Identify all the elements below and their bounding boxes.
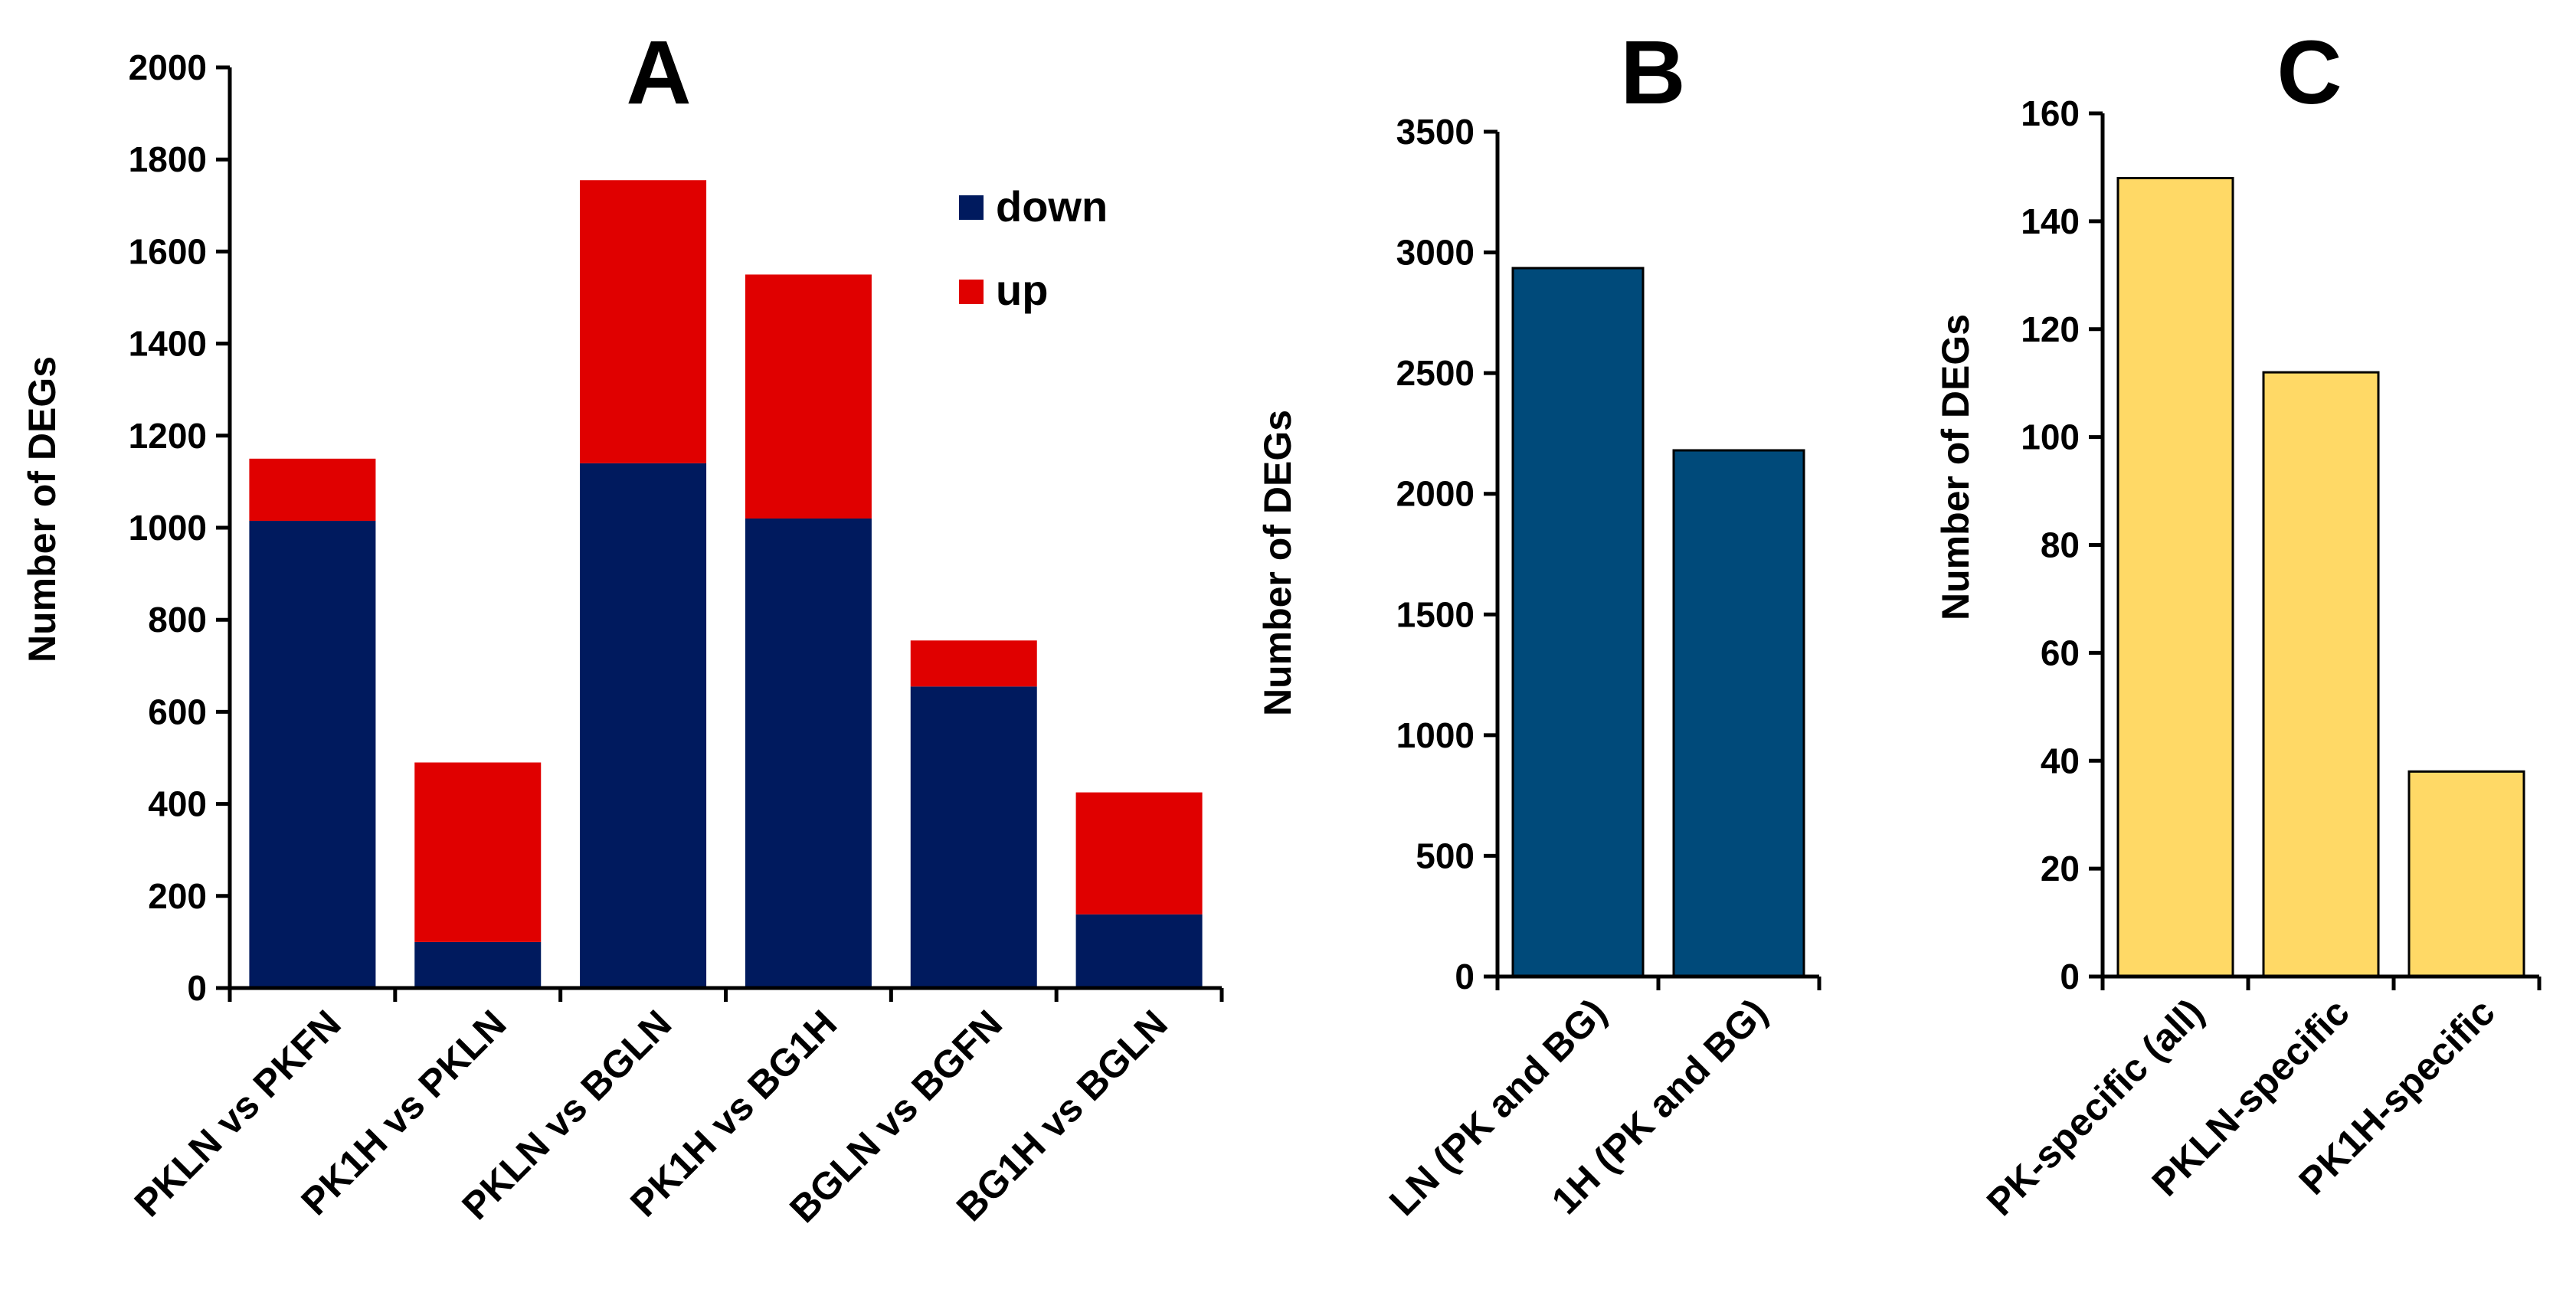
- panel-c-letter: C: [2277, 22, 2342, 123]
- panel-a-y-tick-label-1600: 1600: [129, 231, 207, 271]
- panel-a-bar-down-6: [1075, 914, 1203, 988]
- panel-a-y-tick-label-2000: 2000: [129, 47, 207, 87]
- panel-c-bar-2: [2262, 371, 2380, 978]
- panel-a-bar-up-5: [910, 640, 1037, 687]
- panel-a-chart: A Number of DEGs 0 200 400 600 800 1000 1200 14…: [21, 22, 1224, 1231]
- panel-a-y-tick-label-800: 800: [148, 600, 207, 640]
- panel-a-bar-down-4: [745, 518, 872, 988]
- panel-c-y-tick-label-60: 60: [2041, 633, 2080, 672]
- panel-a-y-tick-label-0: 0: [187, 968, 207, 1008]
- panel-a-bar-up-3: [580, 180, 707, 463]
- panel-a-letter: A: [626, 22, 691, 123]
- panel-b-y-tick-label-1000: 1000: [1396, 715, 1475, 755]
- panel-b-y-tick-label-2500: 2500: [1396, 353, 1475, 393]
- panel-a-y-tick-label-600: 600: [148, 692, 207, 731]
- panel-b-bar-1: [1511, 267, 1645, 978]
- panel-a-bar-up-4: [745, 274, 872, 519]
- panel-c-y-tick-label-40: 40: [2041, 741, 2080, 780]
- panel-a-y-tick-label-1400: 1400: [129, 324, 207, 364]
- panel-c-y-axis-label: Number of DEGs: [1934, 314, 1977, 620]
- panel-b-y-tick-label-500: 500: [1416, 836, 1475, 875]
- panel-a-y-tick-label-1000: 1000: [129, 508, 207, 548]
- panel-a-bar-up-2: [414, 762, 542, 942]
- panel-c-y-tick-label-80: 80: [2041, 525, 2080, 565]
- panel-b-y-tick-label-0: 0: [1455, 957, 1475, 996]
- panel-a-bar-down-2: [414, 941, 542, 988]
- panel-b-y-axis-label: Number of DEGs: [1256, 410, 1299, 716]
- legend-swatch-up: [959, 280, 984, 304]
- panel-b-chart: B Number of DEGs 0 500 1000 1500 2000 2500 300…: [1256, 22, 1822, 1224]
- panel-c-y-tick-label-120: 120: [2021, 309, 2080, 349]
- panel-b-y-tick-label-3000: 3000: [1396, 233, 1475, 273]
- legend-label-down: down: [996, 182, 1108, 231]
- panel-a-y-tick-label-1200: 1200: [129, 416, 207, 456]
- panel-a-y-axis-label: Number of DEGs: [21, 356, 64, 663]
- panel-c-bar-1: [2116, 177, 2234, 978]
- panel-b-y-tick-label-3500: 3500: [1396, 112, 1475, 152]
- panel-c-y-tick-label-20: 20: [2041, 849, 2080, 888]
- panel-a-bar-down-1: [249, 520, 376, 988]
- panel-c-y-tick-label-0: 0: [2060, 957, 2080, 996]
- panel-c-bar-3: [2407, 770, 2525, 978]
- panel-c-y-tick-label-100: 100: [2021, 417, 2080, 457]
- panel-a-bar-down-3: [580, 463, 707, 988]
- panel-c-y-tick-label-140: 140: [2021, 201, 2080, 241]
- panel-a-marks: 0200400600800100012001400160018002000PKL…: [126, 47, 1224, 1231]
- panel-a-bar-up-1: [249, 458, 376, 521]
- panel-c-y-tick-label-160: 160: [2021, 93, 2080, 133]
- panel-b-letter: B: [1620, 22, 1685, 123]
- legend-swatch-down: [959, 195, 984, 220]
- panel-c-chart: C Number of DEGs 020406080100120140160PK…: [1934, 22, 2542, 1224]
- panel-a-y-tick-label-1800: 1800: [129, 139, 207, 179]
- panel-b-bar-2: [1672, 449, 1805, 978]
- panel-a-bar-up-6: [1075, 792, 1203, 914]
- panel-b-y-tick-label-2000: 2000: [1396, 474, 1475, 514]
- panel-a-y-tick-label-200: 200: [148, 876, 207, 916]
- legend-label-up: up: [996, 266, 1048, 314]
- panel-a-y-tick-label-400: 400: [148, 784, 207, 824]
- panel-a-legend: down up: [959, 182, 1108, 314]
- panel-b-y-tick-label-1500: 1500: [1396, 594, 1475, 634]
- panel-a-bar-down-5: [910, 686, 1037, 988]
